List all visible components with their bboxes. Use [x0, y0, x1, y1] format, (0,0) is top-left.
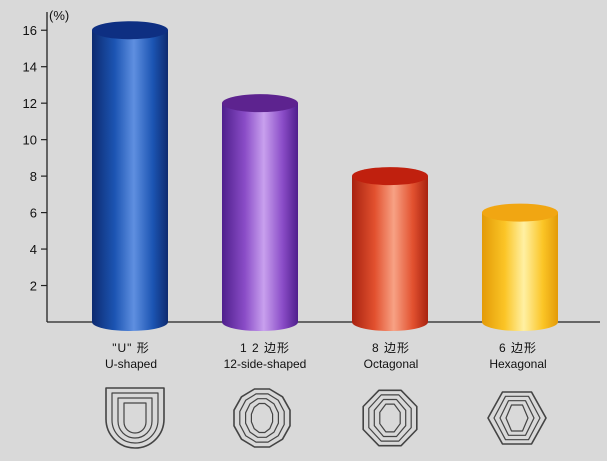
y-tick-label: 6 [30, 206, 37, 221]
section-outline [123, 402, 147, 434]
section-outline [499, 400, 535, 436]
section-outline [493, 395, 541, 441]
y-tick-label: 2 [30, 279, 37, 294]
12-side-section-icon [233, 388, 291, 448]
y-tick-label: 16 [23, 23, 37, 38]
section-outline [233, 388, 291, 448]
bars [92, 21, 558, 331]
section-icons [105, 387, 547, 449]
category-label-cn: 1 2 边形 [240, 341, 290, 355]
bar-body [482, 212, 558, 331]
category-label-cn: 8 边形 [372, 341, 410, 355]
bar-top [352, 167, 428, 186]
section-outline [505, 404, 529, 432]
category-label-en: U-shaped [105, 357, 157, 371]
section-outline [373, 398, 407, 438]
bar [482, 203, 558, 331]
section-outline [117, 397, 153, 439]
hexagonal-section-icon [487, 391, 547, 445]
section-outline [487, 391, 547, 445]
u-shaped-section-icon [105, 387, 165, 449]
bar-body [92, 30, 168, 331]
section-outline [368, 394, 412, 442]
y-tick-label: 4 [30, 242, 37, 257]
bar-body [352, 176, 428, 331]
y-tick-label: 10 [23, 133, 37, 148]
bar-top [482, 203, 558, 222]
bar [352, 167, 428, 331]
x-labels: "U" 形 U-shaped 1 2 边形 12-side-shaped 8 边形 Oct… [105, 341, 547, 371]
y-tick-label: 14 [23, 60, 37, 75]
section-outline [239, 393, 285, 443]
category-label-en: Octagonal [364, 357, 419, 371]
y-ticks: 2 4 6 8 10 12 14 16 [23, 23, 47, 294]
octagonal-section-icon [362, 389, 418, 447]
section-outline [250, 402, 274, 434]
bar-top [92, 21, 168, 40]
section-outline [245, 398, 279, 438]
y-tick-label: 12 [23, 96, 37, 111]
category-label-en: 12-side-shaped [224, 357, 307, 371]
section-outline [379, 403, 401, 433]
category-label-en: Hexagonal [489, 357, 546, 371]
category-label-cn: 6 边形 [499, 341, 537, 355]
y-tick-label: 8 [30, 169, 37, 184]
bar [222, 94, 298, 331]
bar [92, 21, 168, 331]
bar-body [222, 103, 298, 331]
bar-top [222, 94, 298, 113]
section-outline [111, 392, 159, 444]
section-outline [362, 389, 418, 447]
section-outline [105, 387, 165, 449]
y-unit-label: (%) [49, 8, 69, 23]
category-label-cn: "U" 形 [112, 341, 150, 355]
